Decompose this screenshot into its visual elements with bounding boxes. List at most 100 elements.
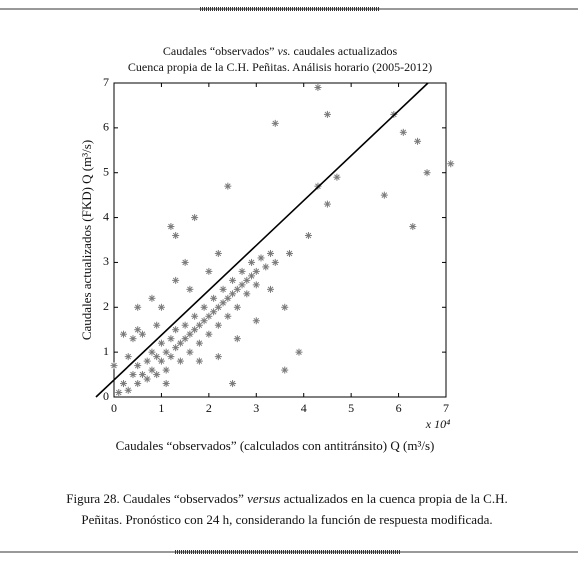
point-stroke bbox=[120, 380, 127, 387]
point-stroke bbox=[272, 120, 279, 127]
point bbox=[205, 312, 213, 320]
point-stroke bbox=[206, 331, 212, 338]
y-tick-label: 4 bbox=[103, 209, 109, 223]
point-stroke bbox=[187, 286, 193, 293]
point bbox=[186, 285, 194, 293]
point bbox=[162, 366, 170, 374]
point-stroke bbox=[215, 353, 222, 360]
point-stroke bbox=[215, 322, 222, 329]
point bbox=[243, 290, 251, 298]
point bbox=[191, 214, 199, 222]
point-stroke bbox=[125, 387, 132, 394]
point bbox=[399, 128, 407, 136]
point bbox=[214, 303, 222, 311]
point-stroke bbox=[229, 291, 236, 297]
point-stroke bbox=[234, 335, 241, 342]
point bbox=[243, 276, 251, 284]
point bbox=[172, 344, 180, 352]
y-axis-label: Caudales actualizados (FKD) Q (m³/s) bbox=[79, 140, 94, 340]
y-tick-label: 0 bbox=[103, 389, 109, 403]
title-part: caudales actualizados bbox=[291, 44, 398, 58]
caption-line: Peñitas. Pronóstico con 24 h, consideran… bbox=[81, 512, 492, 527]
point-stroke bbox=[187, 331, 193, 338]
y-tick-label: 1 bbox=[103, 344, 109, 358]
point bbox=[157, 357, 165, 365]
point-stroke bbox=[220, 299, 226, 306]
y-tick-label: 6 bbox=[103, 120, 109, 134]
point bbox=[176, 339, 184, 347]
point bbox=[238, 281, 246, 289]
point-stroke bbox=[158, 358, 165, 364]
point bbox=[181, 321, 189, 329]
point bbox=[167, 353, 175, 361]
y-tick-label: 3 bbox=[103, 254, 109, 268]
caption-part: Figura 28. Caudales “observados” bbox=[66, 491, 247, 506]
point-stroke bbox=[139, 331, 146, 338]
point bbox=[281, 366, 289, 374]
x-tick-label: 7 bbox=[443, 401, 449, 415]
point-stroke bbox=[196, 340, 203, 346]
point-stroke bbox=[239, 282, 245, 288]
point bbox=[172, 326, 180, 334]
point bbox=[138, 330, 146, 338]
point-stroke bbox=[134, 380, 141, 387]
point bbox=[115, 389, 123, 397]
point-stroke bbox=[134, 304, 141, 311]
point-stroke bbox=[187, 349, 193, 355]
point bbox=[271, 258, 279, 266]
point bbox=[323, 110, 331, 118]
plot-frame bbox=[113, 82, 447, 398]
point bbox=[157, 339, 165, 347]
point bbox=[304, 232, 312, 240]
point bbox=[195, 357, 203, 365]
point-stroke bbox=[239, 268, 245, 275]
point-stroke bbox=[177, 358, 184, 364]
point-stroke bbox=[172, 277, 179, 284]
point-stroke bbox=[206, 313, 212, 320]
point-stroke bbox=[281, 304, 288, 311]
x-tick-label: 2 bbox=[206, 401, 212, 415]
point-stroke bbox=[172, 344, 179, 351]
point bbox=[124, 353, 132, 361]
point-stroke bbox=[158, 304, 165, 311]
chart-subtitle: Cuenca propia de la C.H. Peñitas. Anális… bbox=[128, 60, 432, 74]
point-stroke bbox=[191, 214, 198, 221]
caption-part: actualizados en la cuenca propia de la C… bbox=[280, 491, 507, 506]
point-stroke bbox=[177, 340, 184, 346]
x-tick-label: 5 bbox=[348, 401, 354, 415]
point bbox=[281, 303, 289, 311]
point bbox=[134, 326, 142, 334]
caption-part: versus bbox=[247, 491, 280, 506]
x-tick-label: 4 bbox=[301, 401, 307, 415]
point bbox=[214, 249, 222, 257]
point bbox=[252, 267, 260, 275]
y-tick-label: 5 bbox=[103, 164, 109, 178]
point-stroke bbox=[134, 362, 141, 369]
point-stroke bbox=[168, 223, 174, 230]
point-stroke bbox=[305, 232, 312, 239]
point bbox=[157, 303, 165, 311]
point-stroke bbox=[225, 295, 231, 302]
chart-title: Caudales “observados” vs. caudales actua… bbox=[163, 44, 398, 58]
point-stroke bbox=[120, 331, 127, 338]
point-stroke bbox=[296, 349, 302, 355]
point-stroke bbox=[253, 282, 260, 288]
point bbox=[262, 263, 270, 271]
point bbox=[153, 321, 161, 329]
point bbox=[323, 200, 331, 208]
point-stroke bbox=[163, 349, 169, 355]
point bbox=[233, 335, 241, 343]
point-stroke bbox=[163, 367, 169, 373]
point bbox=[172, 276, 180, 284]
point-stroke bbox=[381, 192, 388, 198]
point-stroke bbox=[229, 380, 236, 387]
point-stroke bbox=[206, 268, 212, 275]
point bbox=[229, 290, 237, 298]
point bbox=[271, 119, 279, 127]
point-stroke bbox=[163, 380, 169, 387]
point bbox=[224, 312, 232, 320]
point bbox=[119, 380, 127, 388]
point bbox=[148, 348, 156, 356]
